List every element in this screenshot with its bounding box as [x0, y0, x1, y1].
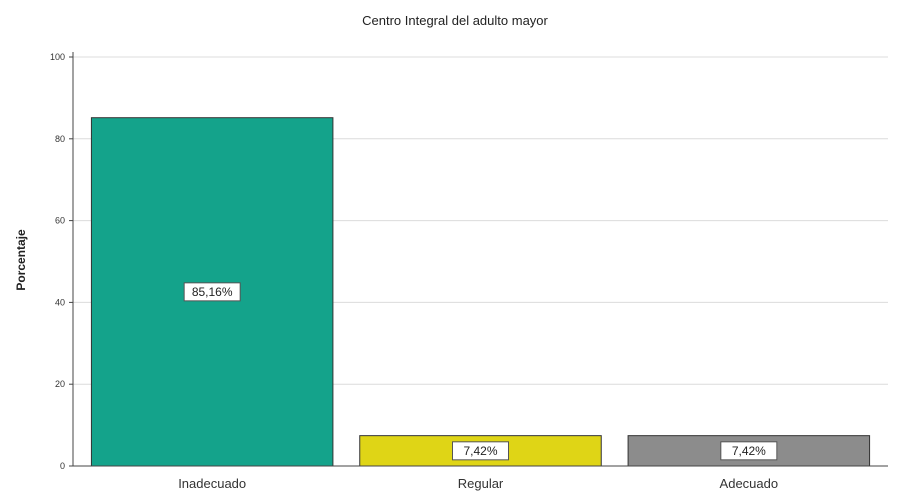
y-tick-label: 60: [55, 216, 65, 226]
data-label-box: [720, 441, 778, 461]
data-label-box: [183, 282, 241, 302]
bars: 85,16% 7,42% 7,42%: [90, 117, 871, 467]
y-axis-ticks: 0 20 40 60 80 100: [50, 52, 73, 471]
chart-title: Centro Integral del adulto mayor: [362, 13, 548, 28]
x-tick-label: Inadecuado: [178, 476, 246, 491]
y-tick-label: 0: [60, 461, 65, 471]
x-axis-labels: Inadecuado Regular Adecuado: [178, 476, 778, 491]
data-label-box: [452, 441, 509, 461]
data-label: 7,42%: [463, 444, 497, 458]
y-tick-label: 100: [50, 52, 65, 62]
y-tick-label: 40: [55, 297, 65, 307]
x-tick-label: Adecuado: [720, 476, 779, 491]
y-axis-label: Porcentaje: [14, 229, 28, 291]
x-tick-label: Regular: [458, 476, 504, 491]
data-label: 85,16%: [192, 285, 233, 299]
y-tick-label: 80: [55, 134, 65, 144]
data-label: 7,42%: [732, 444, 766, 458]
y-tick-label: 20: [55, 379, 65, 389]
